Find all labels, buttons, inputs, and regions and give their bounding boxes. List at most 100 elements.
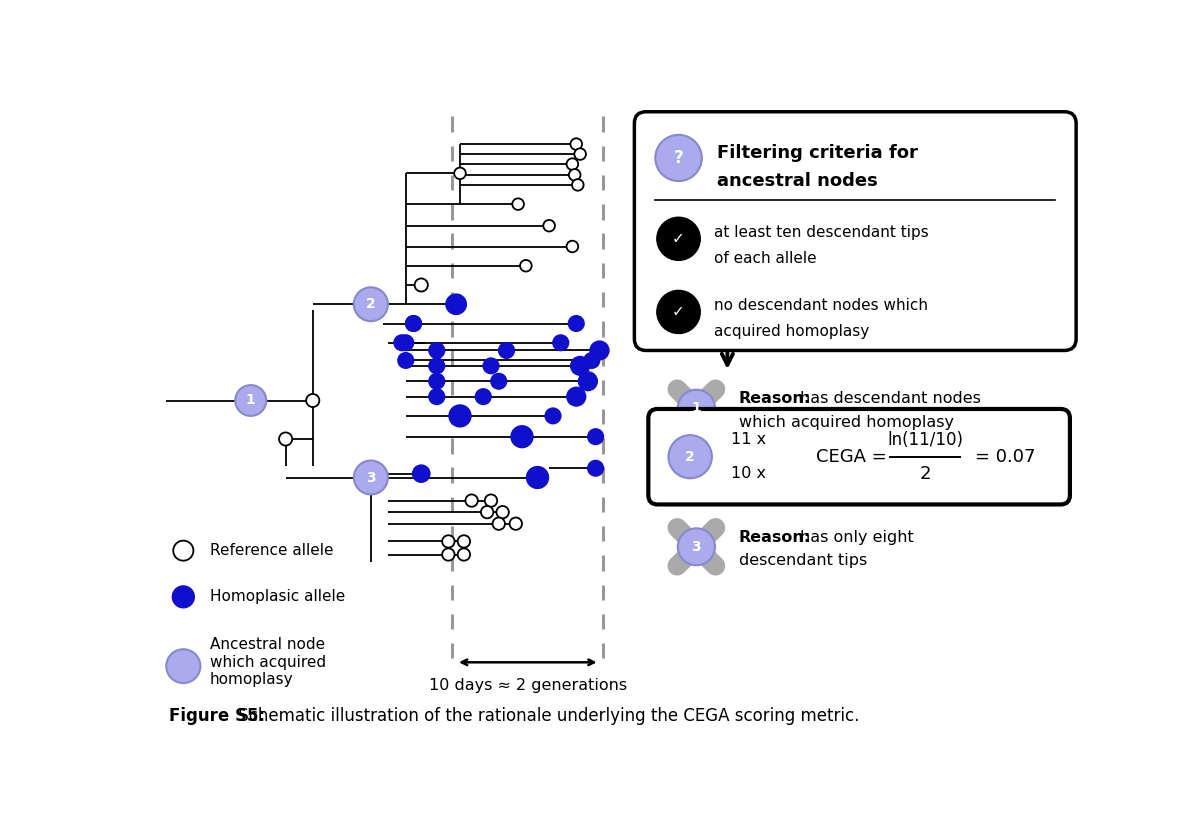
Text: Reference allele: Reference allele [210, 543, 334, 558]
Circle shape [413, 465, 430, 482]
Text: = 0.07: = 0.07 [976, 448, 1036, 466]
Text: Figure S5:: Figure S5: [169, 707, 265, 726]
Circle shape [570, 139, 582, 149]
Circle shape [569, 316, 584, 331]
Text: acquired homoplasy: acquired homoplasy [714, 324, 870, 339]
Circle shape [527, 467, 548, 488]
Circle shape [545, 408, 560, 423]
Text: of each allele: of each allele [714, 250, 817, 266]
Circle shape [398, 352, 414, 368]
Circle shape [678, 390, 715, 427]
Text: has descendant nodes: has descendant nodes [800, 392, 982, 407]
Circle shape [764, 429, 786, 451]
Circle shape [430, 373, 444, 389]
Circle shape [475, 389, 491, 404]
Circle shape [588, 429, 604, 444]
FancyBboxPatch shape [648, 409, 1070, 504]
Circle shape [430, 358, 444, 373]
Text: descendant tips: descendant tips [739, 553, 868, 568]
Circle shape [235, 385, 266, 416]
Circle shape [454, 168, 466, 180]
Circle shape [575, 149, 586, 159]
Circle shape [354, 461, 388, 494]
Circle shape [442, 535, 455, 548]
Circle shape [668, 435, 712, 478]
Circle shape [306, 394, 319, 407]
Circle shape [499, 342, 515, 358]
Circle shape [544, 220, 554, 231]
Circle shape [481, 506, 493, 519]
Circle shape [497, 506, 509, 519]
Text: ?: ? [673, 149, 684, 167]
Text: at least ten descendant tips: at least ten descendant tips [714, 225, 929, 240]
Text: 3: 3 [691, 539, 701, 554]
Circle shape [510, 518, 522, 530]
Circle shape [571, 357, 589, 375]
Circle shape [484, 358, 499, 373]
Text: 2: 2 [366, 297, 376, 311]
Text: 11 x: 11 x [731, 433, 767, 448]
Circle shape [466, 494, 478, 507]
Circle shape [655, 134, 702, 181]
FancyBboxPatch shape [635, 112, 1076, 351]
Circle shape [406, 316, 421, 331]
Text: has only eight: has only eight [800, 530, 914, 545]
Circle shape [354, 287, 388, 321]
Circle shape [656, 291, 701, 333]
Text: 2: 2 [919, 465, 931, 483]
Text: Reason:: Reason: [739, 392, 811, 407]
Circle shape [167, 649, 200, 683]
Circle shape [553, 335, 569, 351]
Circle shape [485, 494, 497, 507]
Circle shape [566, 387, 586, 406]
Circle shape [406, 316, 421, 331]
Circle shape [492, 518, 505, 530]
Circle shape [512, 199, 524, 210]
Circle shape [442, 549, 455, 560]
Circle shape [584, 352, 600, 368]
Circle shape [457, 535, 470, 548]
Circle shape [280, 433, 293, 446]
Text: Ancestral node
which acquired
homoplasy: Ancestral node which acquired homoplasy [210, 637, 326, 687]
Text: 1: 1 [691, 401, 701, 415]
Circle shape [566, 240, 578, 252]
Text: ancestral nodes: ancestral nodes [718, 172, 878, 190]
Circle shape [656, 217, 701, 261]
Circle shape [394, 335, 409, 351]
Text: Homoplasic allele: Homoplasic allele [210, 590, 344, 605]
Text: 1: 1 [246, 393, 256, 407]
Text: Filtering criteria for: Filtering criteria for [718, 144, 918, 161]
Text: 3: 3 [366, 470, 376, 484]
Circle shape [446, 294, 467, 314]
Circle shape [566, 159, 578, 170]
Circle shape [572, 180, 583, 190]
Circle shape [569, 170, 581, 180]
Text: 2: 2 [685, 450, 695, 463]
Text: no descendant nodes which: no descendant nodes which [714, 298, 929, 313]
Circle shape [457, 549, 470, 560]
Circle shape [430, 389, 444, 404]
Circle shape [520, 260, 532, 271]
Text: Schematic illustration of the rationale underlying the CEGA scoring metric.: Schematic illustration of the rationale … [233, 707, 859, 726]
Text: ✓: ✓ [672, 305, 685, 320]
Circle shape [763, 461, 788, 486]
Circle shape [430, 342, 444, 358]
Circle shape [588, 461, 604, 476]
Circle shape [449, 405, 470, 427]
Circle shape [173, 540, 193, 560]
Circle shape [590, 342, 608, 360]
Circle shape [578, 372, 598, 391]
Text: ✓: ✓ [672, 231, 685, 246]
Circle shape [678, 529, 715, 565]
Circle shape [398, 335, 414, 351]
Circle shape [173, 586, 194, 608]
Text: CEGA =: CEGA = [816, 448, 887, 466]
Circle shape [491, 373, 506, 389]
Text: 10 x: 10 x [731, 466, 767, 481]
Text: Reason:: Reason: [739, 530, 811, 545]
Circle shape [511, 426, 533, 448]
Text: ln(11/10): ln(11/10) [887, 431, 964, 448]
Circle shape [415, 278, 428, 291]
Text: 10 days ≈ 2 generations: 10 days ≈ 2 generations [428, 678, 626, 693]
Text: which acquired homoplasy: which acquired homoplasy [739, 414, 954, 429]
